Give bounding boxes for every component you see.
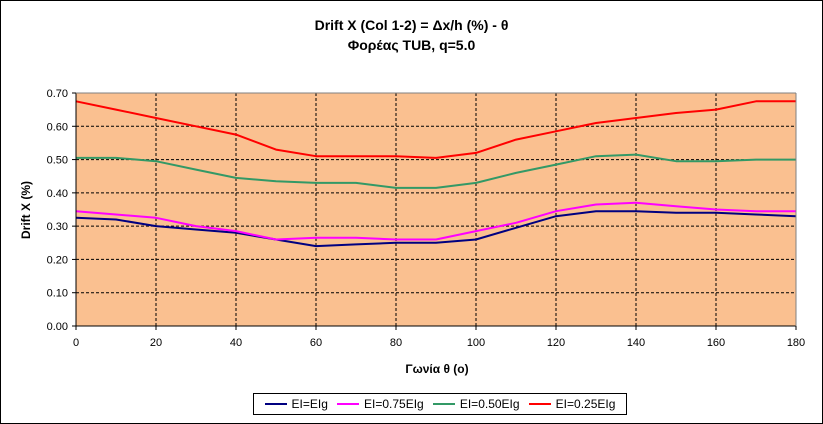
series-line — [75, 201, 796, 241]
legend-swatch — [432, 403, 455, 405]
x-tick-label: 40 — [230, 337, 242, 349]
x-tick-label: 60 — [310, 337, 322, 349]
legend-item: EI=0.25EIg — [528, 397, 616, 411]
legend-label: EI=0.50EIg — [459, 397, 520, 411]
legend-item: EI=0.75EIg — [337, 397, 424, 411]
legend-item: EI=0.50EIg — [432, 397, 520, 411]
y-tick-label: 0.10 — [47, 288, 68, 300]
y-tick-label: 0.20 — [47, 254, 68, 266]
x-tick-label: 180 — [787, 337, 805, 349]
y-tick-label: 0.70 — [47, 88, 68, 100]
x-tick-label: 140 — [627, 337, 645, 349]
series-line — [75, 100, 796, 159]
tick-labels: 0.00 0.10 0.20 0.30 0.40 0.50 0.60 0.70 0 20 40 60 8… — [47, 88, 806, 349]
legend-label: EI=EIg — [291, 397, 328, 411]
legend-swatch — [528, 403, 551, 405]
y-tick-label: 0.50 — [47, 155, 68, 167]
x-axis-label: Γωνία θ (ο) — [405, 362, 468, 376]
x-tick-label: 160 — [707, 337, 725, 349]
legend-label: EI=0.25EIg — [555, 397, 616, 411]
series-line — [75, 210, 797, 248]
legend-label: EI=0.75EIg — [364, 397, 424, 411]
axes — [72, 92, 797, 330]
legend-item: EI=EIg — [264, 397, 328, 411]
y-tick-label: 0.40 — [47, 188, 68, 200]
legend-swatch — [264, 403, 287, 405]
legend-swatch — [337, 403, 360, 405]
x-tick-label: 80 — [390, 337, 402, 349]
y-tick-label: 0.60 — [47, 121, 68, 133]
x-tick-label: 0 — [73, 337, 79, 349]
plot-area — [76, 93, 796, 326]
y-axis-label: Drift X (%) — [19, 181, 33, 239]
y-tick-label: 0.00 — [47, 321, 68, 333]
series-lines — [75, 100, 797, 248]
series-line — [76, 153, 796, 189]
y-tick-label: 0.30 — [47, 221, 68, 233]
chart-subtitle: Φορέας TUB, q=5.0 — [347, 37, 476, 53]
x-tick-label: 120 — [547, 337, 565, 349]
chart-title: Drift X (Col 1-2) = Δx/h (%) - θ — [314, 17, 509, 33]
x-tick-label: 20 — [150, 337, 162, 349]
x-tick-label: 100 — [467, 337, 485, 349]
legend: EI=EIg EI=0.75EIg EI=0.50EIg EI=0.25EIg — [253, 393, 627, 415]
